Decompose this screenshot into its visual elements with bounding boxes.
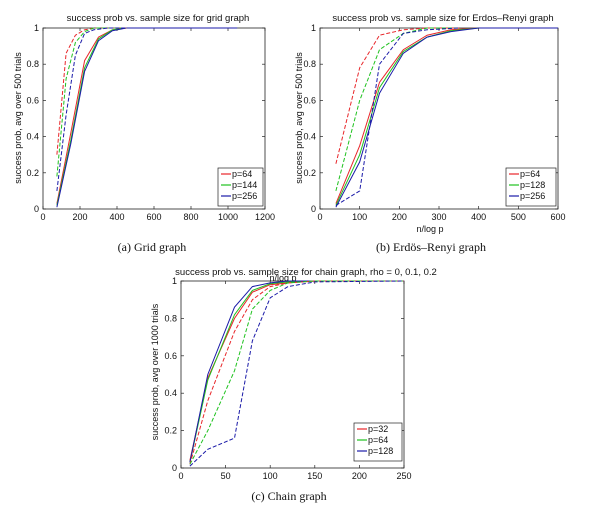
y-tick-label: 0.6 xyxy=(303,95,316,105)
x-tick-label: 0 xyxy=(40,212,45,222)
series-line-dashed xyxy=(189,280,404,465)
y-tick-label: 0.2 xyxy=(26,168,39,178)
y-tick-label: 0 xyxy=(34,204,39,214)
chart-title: success prob vs. sample size for chain g… xyxy=(175,267,437,278)
chart-panel-chain: success prob vs. sample size for chain g… xyxy=(150,267,437,503)
figure-caption: (b) Erdös–Renyi graph xyxy=(376,240,486,254)
chart-panel-grid: success prob vs. sample size for grid gr… xyxy=(13,13,275,254)
series-line-dashed xyxy=(189,280,404,465)
y-tick-label: 0.6 xyxy=(164,351,177,361)
series-line-dashed xyxy=(56,27,127,155)
series-line-dashed xyxy=(56,27,127,177)
series-line xyxy=(56,27,238,208)
x-tick-label: 100 xyxy=(352,212,367,222)
y-tick-label: 0.6 xyxy=(26,95,39,105)
x-tick-label: 250 xyxy=(396,471,411,481)
x-tick-label: 600 xyxy=(550,212,565,222)
y-tick-label: 0.8 xyxy=(26,59,39,69)
chart-title: success prob vs. sample size for grid gr… xyxy=(67,13,250,24)
legend-label: p=128 xyxy=(520,180,545,190)
series-line xyxy=(335,27,558,208)
legend-label: p=64 xyxy=(520,169,540,179)
y-tick-label: 0.4 xyxy=(303,132,316,142)
x-tick-label: 200 xyxy=(72,212,87,222)
figure-caption: (a) Grid graph xyxy=(118,240,187,254)
legend-label: p=256 xyxy=(520,191,545,201)
plot-area: 0 50 100 150 200 250 0 0.2 0.4 0.6 0.8 1 p=32p=64p=1… xyxy=(164,276,411,481)
x-tick-label: 50 xyxy=(221,471,231,481)
y-tick-label: 0 xyxy=(311,204,316,214)
legend-label: p=128 xyxy=(368,446,393,456)
x-tick-label: 1000 xyxy=(218,212,238,222)
y-tick-label: 0 xyxy=(172,463,177,473)
x-tick-label: 300 xyxy=(431,212,446,222)
y-axis-label: success prob, avg over 1000 trials xyxy=(150,303,160,440)
plot-area: 0 200 400 600 800 1000 120000.20.40.60.81p=64p… xyxy=(26,23,275,222)
chart-panel-erdos-renyi: success prob vs. sample size for Erdos–R… xyxy=(294,13,566,254)
series-line-dashed xyxy=(335,27,459,192)
y-tick-label: 1 xyxy=(34,23,39,33)
y-tick-label: 0.4 xyxy=(26,132,39,142)
x-tick-label: 0 xyxy=(317,212,322,222)
x-tick-label: 200 xyxy=(392,212,407,222)
x-tick-label: 500 xyxy=(511,212,526,222)
series-line-dashed xyxy=(189,280,405,467)
y-tick-label: 0.8 xyxy=(164,313,177,323)
series-line-dashed xyxy=(335,27,459,206)
x-tick-label: 400 xyxy=(471,212,486,222)
chart-title: success prob vs. sample size for Erdos–R… xyxy=(332,13,553,24)
y-tick-label: 1 xyxy=(311,23,316,33)
x-tick-label: 600 xyxy=(146,212,161,222)
x-axis-label: n/log p xyxy=(269,273,296,283)
x-tick-label: 200 xyxy=(352,471,367,481)
y-tick-label: 1 xyxy=(172,276,177,286)
y-tick-label: 0.2 xyxy=(164,426,177,436)
legend: p=32p=64p=128 xyxy=(353,422,403,462)
legend-label: p=64 xyxy=(368,435,388,445)
legend-label: p=256 xyxy=(232,191,257,201)
figure-caption: (c) Chain graph xyxy=(251,489,326,503)
y-tick-label: 0.2 xyxy=(303,168,316,178)
y-axis-label: success prob, avg over 500 trials xyxy=(294,52,304,184)
x-tick-label: 800 xyxy=(183,212,198,222)
plot-area: 0 100 200 300 400 500 600 0 0.2 0.4 0.6 0.8 1 p=64p=1… xyxy=(303,23,565,222)
y-axis-label: success prob, avg over 500 trials xyxy=(13,52,23,184)
x-tick-label: 100 xyxy=(263,471,278,481)
legend-label: p=144 xyxy=(232,180,257,190)
x-tick-label: 150 xyxy=(307,471,322,481)
x-tick-label: 0 xyxy=(178,471,183,481)
x-tick-label: 1200 xyxy=(255,212,275,222)
y-tick-label: 0.8 xyxy=(303,59,316,69)
legend-label: p=64 xyxy=(232,169,252,179)
legend-label: p=32 xyxy=(368,424,388,434)
x-tick-label: 400 xyxy=(109,212,124,222)
x-axis-label: n/log p xyxy=(416,224,443,234)
y-tick-label: 0.4 xyxy=(164,388,177,398)
